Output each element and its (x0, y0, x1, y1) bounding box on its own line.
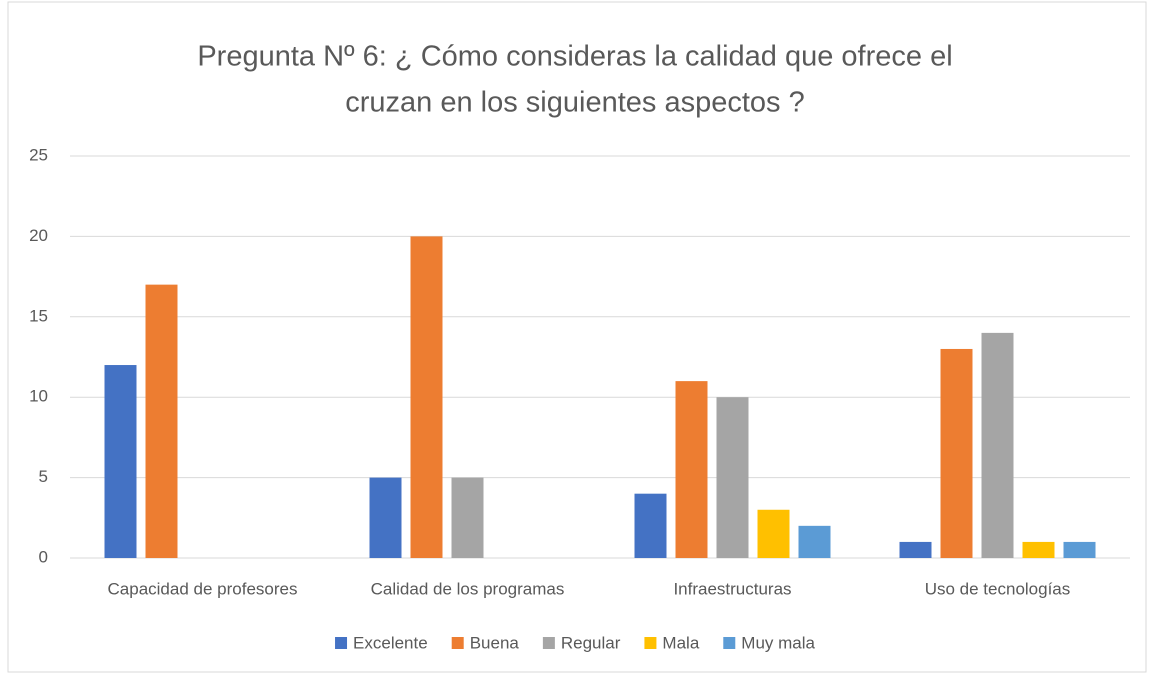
y-tick-label: 0 (39, 547, 48, 566)
legend-swatch (723, 637, 736, 649)
legend-swatch (644, 637, 657, 649)
legend-swatch (451, 637, 464, 649)
chart-title: cruzan en los siguientes aspectos ? (345, 87, 804, 119)
bar (981, 332, 1014, 558)
bar (798, 525, 831, 558)
bar (104, 365, 137, 558)
y-tick-label: 5 (39, 467, 48, 486)
x-tick-label: Capacidad de profesores (108, 579, 298, 598)
y-tick-label: 15 (29, 306, 48, 325)
bar (716, 397, 749, 558)
bar (145, 284, 178, 558)
legend-label: Buena (470, 633, 520, 652)
y-tick-label: 10 (29, 387, 48, 406)
bar (899, 541, 932, 558)
bar (1022, 541, 1055, 558)
legend-label: Mala (662, 633, 699, 652)
legend-label: Muy mala (741, 633, 815, 652)
legend-swatch (542, 637, 555, 649)
y-tick-label: 20 (29, 226, 48, 245)
x-tick-label: Calidad de los programas (371, 579, 565, 598)
chart-title: Pregunta Nº 6: ¿ Cómo consideras la cali… (197, 41, 952, 73)
legend-swatch (335, 637, 348, 649)
bar (940, 348, 973, 558)
bar (451, 477, 484, 558)
bar (1063, 541, 1096, 558)
y-tick-label: 25 (29, 145, 48, 164)
x-tick-label: Uso de tecnologías (925, 579, 1071, 598)
bar (369, 477, 402, 558)
legend-label: Excelente (353, 633, 428, 652)
x-tick-label: Infraestructuras (673, 579, 791, 598)
legend-label: Regular (561, 633, 621, 652)
bar (634, 493, 667, 558)
chart-border (7, 1, 1147, 673)
bar (675, 381, 708, 558)
bar (757, 509, 790, 558)
bar (410, 236, 443, 558)
